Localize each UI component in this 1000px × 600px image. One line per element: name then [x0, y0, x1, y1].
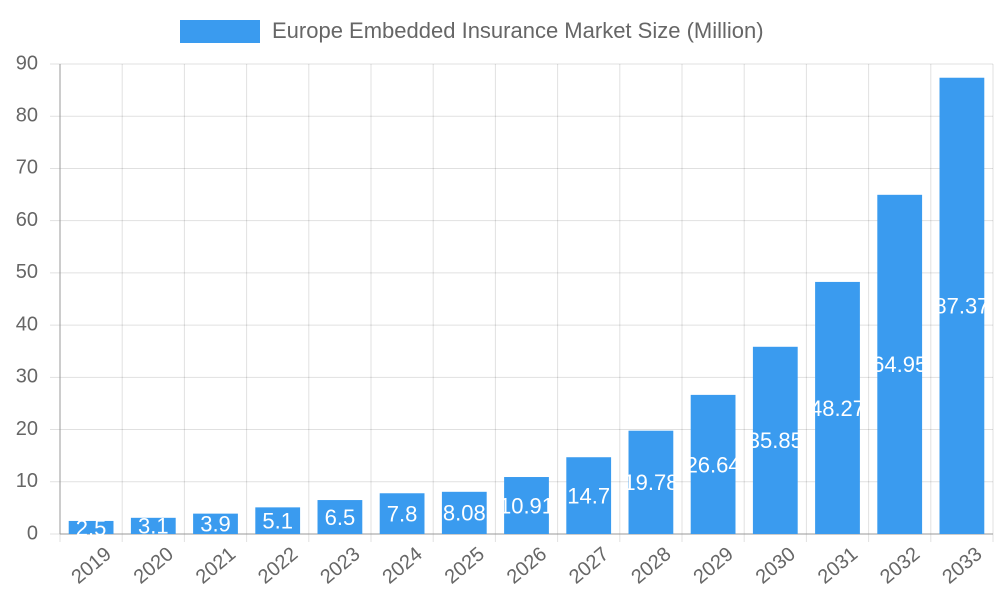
bar	[379, 493, 425, 534]
value-label: 7.8	[387, 501, 418, 526]
legend-swatch	[180, 20, 260, 43]
x-tick-label: 2031	[814, 543, 862, 588]
x-tick-label: 2021	[192, 543, 240, 588]
y-tick-label: 80	[16, 105, 38, 127]
bar	[690, 394, 736, 534]
x-tick-label: 2025	[441, 543, 489, 588]
x-tick-label: 2027	[565, 543, 613, 588]
bar	[130, 517, 176, 534]
y-tick-label: 50	[16, 261, 38, 283]
x-tick-label: 2024	[378, 543, 426, 588]
x-tick-label: 2023	[316, 543, 364, 588]
y-tick-label: 30	[16, 366, 38, 388]
x-tick-label: 2030	[752, 543, 800, 588]
y-tick-label: 70	[16, 157, 38, 179]
bar	[441, 491, 487, 534]
value-label: 26.64	[686, 452, 741, 477]
bar	[877, 194, 923, 535]
legend-label: Europe Embedded Insurance Market Size (M…	[272, 18, 764, 43]
x-tick-label: 2032	[876, 543, 924, 588]
value-label: 48.27	[810, 396, 865, 421]
bar	[68, 520, 114, 534]
bar	[752, 346, 798, 534]
x-tick-label: 2020	[130, 543, 178, 588]
x-tick-label: 2026	[503, 543, 551, 588]
bar	[255, 507, 301, 534]
y-tick-label: 60	[16, 209, 38, 231]
value-label: 87.37	[934, 294, 989, 319]
value-label: 19.78	[623, 470, 678, 495]
bar	[193, 513, 238, 534]
x-tick-label: 2019	[67, 543, 115, 588]
value-label: 14.7	[567, 483, 610, 508]
y-tick-label: 10	[16, 470, 38, 492]
value-label: 3.1	[138, 514, 169, 539]
x-tick-label: 2022	[254, 543, 302, 588]
bar	[939, 77, 985, 535]
bar	[628, 430, 674, 534]
value-label: 3.9	[200, 512, 231, 537]
value-label: 10.91	[499, 493, 554, 518]
x-tick-label: 2033	[938, 543, 986, 588]
y-tick-label: 40	[16, 313, 38, 335]
bar	[566, 457, 612, 534]
value-label: 2.5	[76, 515, 107, 540]
value-label: 64.95	[872, 352, 927, 377]
value-label: 8.08	[443, 501, 486, 526]
y-tick-label: 90	[16, 52, 38, 74]
value-label: 35.85	[748, 428, 803, 453]
value-label: 6.5	[325, 505, 356, 530]
y-tick-label: 0	[27, 522, 38, 544]
y-tick-label: 20	[16, 418, 38, 440]
bar	[815, 281, 860, 534]
x-tick-label: 2028	[627, 543, 675, 588]
value-label: 5.1	[262, 508, 293, 533]
bar	[317, 500, 363, 534]
bar	[504, 477, 549, 534]
x-tick-label: 2029	[689, 543, 737, 588]
